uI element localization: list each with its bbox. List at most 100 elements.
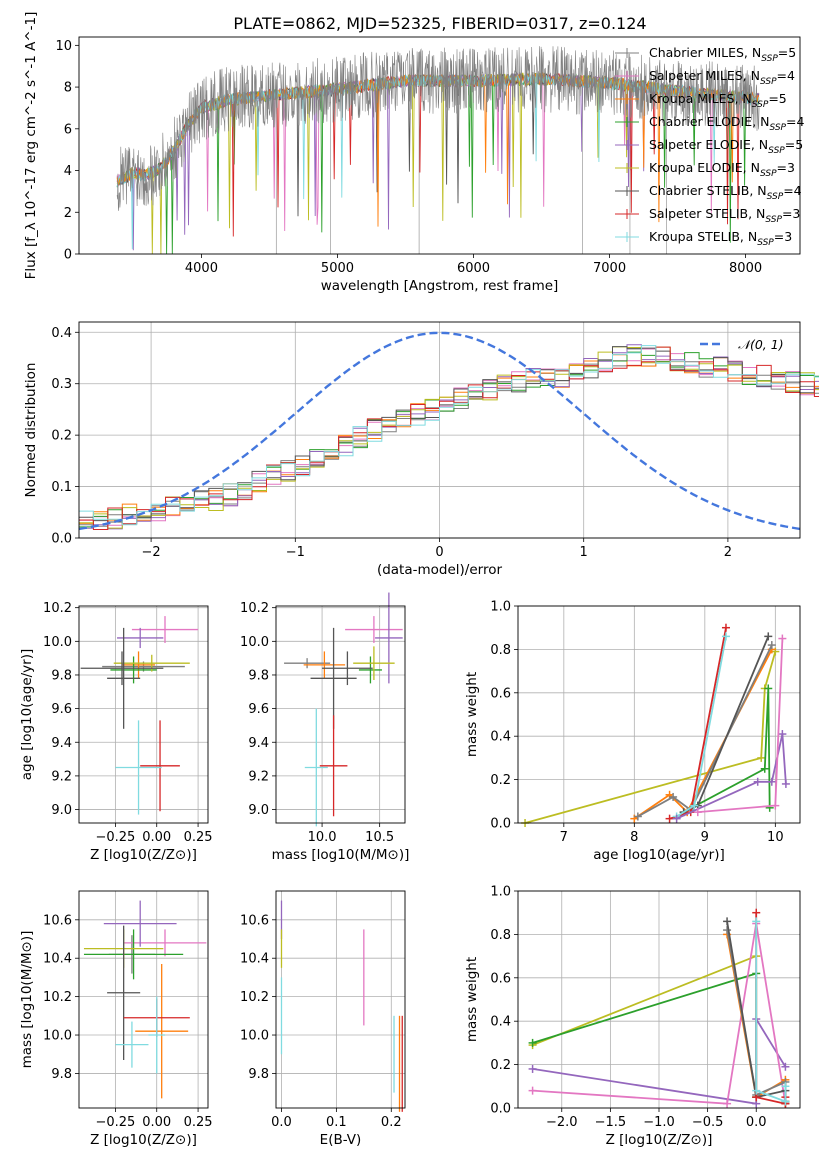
panel-mass_vs_EBV: 0.0 0.1 0.2 9.8 10.0 10.2 10.4 10.6 E(B-V) <box>240 890 406 1148</box>
x-tick-label: −2.0 <box>546 1115 578 1130</box>
x-tick-label: 6000 <box>457 261 490 276</box>
y-axis-label: age [log10(age/yr)] <box>19 649 35 781</box>
y-tick-label: 0.4 <box>490 730 511 745</box>
x-tick-label: 7000 <box>593 261 626 276</box>
y-tick-label: 8 <box>64 81 72 96</box>
legend-entry: Salpeter STELIB, NSSP=3 <box>649 206 800 225</box>
y-tick-label: 0.0 <box>490 817 511 832</box>
y-tick-label: 0.0 <box>51 532 72 547</box>
x-tick-label: 0.1 <box>326 1115 347 1130</box>
y-tick-label: 0.6 <box>490 686 511 701</box>
x-tick-label: −1.5 <box>595 1115 627 1130</box>
y-tick-label: 10.2 <box>240 990 269 1005</box>
axes-frame <box>78 36 801 255</box>
x-tick-label: 0.25 <box>184 1115 213 1130</box>
y-tick-label: 1.0 <box>490 885 511 900</box>
panel-weight_vs_age: 7 8 9 10 0.0 0.2 0.4 0.6 0.8 1.0 age [log10(age/yr… <box>464 600 801 863</box>
x-tick-label: 4000 <box>185 261 218 276</box>
y-tick-label: 0.3 <box>51 377 72 392</box>
x-axis-label: mass [log10(M/M⊙)] <box>272 847 410 863</box>
x-axis-label: Z [log10(Z/Z⊙)] <box>90 1132 197 1148</box>
x-tick-label: 0.00 <box>142 830 171 845</box>
y-tick-label: 0.6 <box>490 971 511 986</box>
x-tick-label: 0.00 <box>142 1115 171 1130</box>
legend-entry: Chabrier MILES, NSSP=5 <box>649 45 796 64</box>
legend-entry: Salpeter MILES, NSSP=4 <box>649 68 795 87</box>
y-axis-label: mass weight <box>464 957 480 1042</box>
y-tick-label: 9.4 <box>248 736 269 751</box>
x-tick-label: −0.25 <box>95 830 135 845</box>
y-tick-label: 0.8 <box>490 928 511 943</box>
y-tick-label: 0.2 <box>490 773 511 788</box>
panel-age_vs_mass: 10.0 10.5 9.0 9.2 9.4 9.6 9.8 10.0 10.2 mass [log… <box>240 592 410 863</box>
x-tick-label: 0.2 <box>381 1115 402 1130</box>
y-tick-label: 9.4 <box>51 736 72 751</box>
y-tick-label: 9.8 <box>248 1067 269 1082</box>
y-axis-label: mass [log10(M/M⊙)] <box>19 931 35 1069</box>
y-tick-label: 1.0 <box>490 600 511 615</box>
y-tick-label: 9.8 <box>51 668 72 683</box>
x-tick-label: 9 <box>701 830 709 845</box>
y-tick-label: 2 <box>64 206 72 221</box>
y-tick-label: 0.4 <box>490 1015 511 1030</box>
y-tick-label: 9.0 <box>51 803 72 818</box>
legend-entry: Salpeter ELODIE, NSSP=5 <box>649 137 803 156</box>
x-tick-label: 10.5 <box>365 830 394 845</box>
axes-frame <box>517 605 801 824</box>
panel-weight_vs_Z: −2.0 −1.5 −1.0 −0.5 0.0 0.0 0.2 0.4 0.6 0.8 1.0 Z [… <box>464 885 801 1148</box>
y-tick-label: 10.6 <box>240 913 269 928</box>
x-tick-label: −0.25 <box>95 1115 135 1130</box>
y-axis-label: Normed distribution <box>23 363 39 498</box>
y-tick-label: 10.2 <box>43 990 72 1005</box>
y-tick-label: 0.2 <box>490 1058 511 1073</box>
x-axis-label: E(B-V) <box>320 1132 362 1148</box>
panel-residuals: −2 −1 0 1 2 0.0 0.1 0.2 0.3 0.4 (data-model)/error… <box>23 321 819 578</box>
y-tick-label: 10.0 <box>240 1029 269 1044</box>
y-tick-label: 0.0 <box>490 1102 511 1117</box>
x-tick-label: 10 <box>767 830 784 845</box>
y-tick-label: 9.8 <box>51 1067 72 1082</box>
y-tick-label: 10.6 <box>43 913 72 928</box>
y-tick-label: 9.8 <box>248 668 269 683</box>
x-axis-label: wavelength [Angstrom, rest frame] <box>321 278 559 294</box>
x-tick-label: −2 <box>142 545 161 560</box>
axes-frame <box>275 605 406 824</box>
x-axis-label: Z [log10(Z/Z⊙)] <box>90 847 197 863</box>
y-tick-label: 0.2 <box>51 429 72 444</box>
y-tick-label: 10.0 <box>43 635 72 650</box>
weight-series <box>524 651 777 824</box>
y-tick-label: 9.6 <box>248 702 269 717</box>
x-tick-label: 0.0 <box>746 1115 767 1130</box>
histogram-series <box>79 348 819 527</box>
x-tick-label: 5000 <box>321 261 354 276</box>
axes-frame <box>275 890 406 1109</box>
legend-entry: Kroupa MILES, NSSP=5 <box>649 91 787 110</box>
x-tick-label: 0.0 <box>271 1115 292 1130</box>
x-tick-label: 8 <box>630 830 638 845</box>
y-tick-label: 0 <box>64 248 72 263</box>
histogram-series <box>79 354 819 524</box>
y-tick-label: 9.0 <box>248 803 269 818</box>
y-tick-label: 10 <box>55 39 72 54</box>
histogram-series <box>79 345 819 526</box>
legend-entry: Chabrier ELODIE, NSSP=4 <box>649 114 804 133</box>
weight-series <box>532 955 757 1046</box>
y-tick-label: 10.0 <box>240 635 269 650</box>
x-tick-label: 0.25 <box>184 830 213 845</box>
x-tick-label: −0.5 <box>692 1115 724 1130</box>
axes-frame <box>78 890 209 1109</box>
panel-spectrum: 4000 5000 6000 7000 8000 0 2 4 6 8 10 wavelength [A… <box>23 12 804 294</box>
y-tick-label: 10.2 <box>43 601 72 616</box>
spectrum-line <box>116 46 760 211</box>
axes-frame <box>78 605 209 824</box>
x-tick-label: 1 <box>580 545 588 560</box>
y-tick-label: 6 <box>64 122 72 137</box>
y-axis-label: mass weight <box>464 672 480 757</box>
y-tick-label: 10.0 <box>43 1029 72 1044</box>
y-tick-label: 10.2 <box>240 601 269 616</box>
panel-age_vs_Z: −0.25 0.00 0.25 9.0 9.2 9.4 9.6 9.8 10.0 10.2 Z [l… <box>19 601 213 863</box>
x-axis-label: age [log10(age/yr)] <box>593 847 725 863</box>
y-tick-label: 0.8 <box>490 643 511 658</box>
